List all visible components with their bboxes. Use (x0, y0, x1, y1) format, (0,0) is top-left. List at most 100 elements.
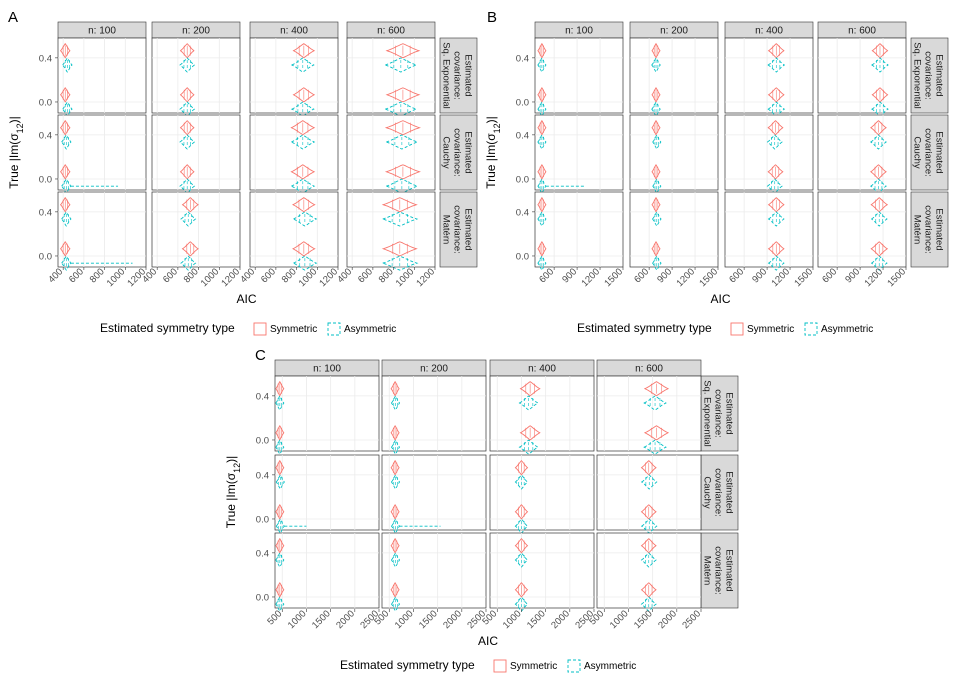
row-strip (439, 191, 478, 268)
violin-asymmetric (179, 178, 196, 194)
facet-cell (57, 37, 147, 117)
violin-asymmetric (643, 439, 667, 455)
y-tick-label: 0.4 (256, 548, 269, 559)
row-strip-label: covariance: (452, 51, 463, 100)
row-strip-label: covariance: (713, 546, 724, 595)
col-strip-label: n: 100 (313, 364, 341, 375)
y-tick-label: 0.4 (256, 391, 269, 402)
facet-cell (381, 532, 487, 612)
violin-asymmetric (290, 178, 316, 194)
legend: Estimated symmetry type Symmetric Asymmetr… (100, 321, 396, 336)
violin-asymmetric (290, 57, 315, 73)
y-tick-label: 0.4 (39, 130, 52, 141)
row-strip-label: covariance: (923, 205, 934, 254)
facet-cell (346, 191, 436, 271)
facet-cell (724, 37, 814, 117)
row-strip (700, 375, 739, 452)
facet-cell (489, 454, 595, 534)
x-axis-title: AIC (710, 292, 730, 306)
violin-asymmetric (652, 134, 662, 150)
facet-cell (817, 191, 907, 271)
violin-asymmetric (871, 57, 889, 73)
facet-background (346, 191, 436, 268)
y-tick-label: 0.0 (256, 435, 269, 446)
facet-background (151, 114, 241, 191)
y-tick-label: 0.0 (516, 97, 529, 108)
legend-key-asymmetric (567, 659, 581, 673)
violin-asymmetric (61, 211, 72, 227)
violin-asymmetric (640, 596, 657, 612)
row-strip-label: Sq. Exponential (702, 380, 713, 447)
y-tick-label: 0.0 (256, 592, 269, 603)
facet-cell (724, 114, 814, 194)
y-tick-label: 0.0 (39, 97, 52, 108)
violin-asymmetric (870, 134, 887, 150)
violin-asymmetric (651, 101, 661, 117)
facet-cell (534, 114, 624, 194)
col-strip-label: n: 200 (182, 26, 210, 37)
violin-asymmetric (537, 255, 547, 271)
facet-cell (249, 37, 339, 117)
violin-asymmetric (390, 395, 401, 411)
y-tick-label: 0.0 (516, 174, 529, 185)
x-axis-title: AIC (478, 634, 498, 648)
y-axis-title: True |Im(σ12)| (484, 116, 502, 189)
row-strip-label: Estimated (934, 131, 945, 173)
violin-asymmetric (537, 57, 547, 73)
violin-asymmetric (390, 474, 401, 490)
violin-asymmetric (275, 518, 285, 534)
row-strip-label: Estimated (463, 208, 474, 250)
violin-asymmetric (518, 395, 539, 411)
legend-label-asymmetric: Asymmetric (344, 324, 396, 335)
violin-asymmetric (275, 395, 285, 411)
violin-asymmetric (60, 255, 72, 271)
y-tick-label: 0.0 (516, 251, 529, 262)
row-strip-label: Estimated (724, 392, 735, 434)
facet-cell (534, 37, 624, 117)
violin-asymmetric (514, 596, 529, 612)
row-strip-label: covariance: (923, 128, 934, 177)
col-strip-label: n: 400 (280, 26, 308, 37)
y-tick-label: 0.4 (256, 470, 269, 481)
violin-asymmetric (871, 101, 889, 117)
facet-cell (151, 114, 241, 194)
row-strip (700, 532, 739, 609)
facet-background (151, 191, 241, 268)
y-tick-label: 0.4 (516, 207, 529, 218)
violin-asymmetric (537, 101, 547, 117)
facet-background (817, 37, 907, 114)
violin-asymmetric (640, 474, 658, 490)
violin-asymmetric (384, 178, 419, 194)
violin-asymmetric (640, 552, 657, 568)
facet-background (629, 191, 719, 268)
violin-asymmetric (290, 101, 315, 117)
col-strip-label: n: 100 (88, 26, 116, 37)
facet-background (151, 37, 241, 114)
facet-background (534, 37, 624, 114)
y-tick-label: 0.4 (39, 53, 52, 64)
row-strip-label: covariance: (713, 389, 724, 438)
violin-asymmetric (381, 255, 419, 271)
row-strip-label: Cauchy (702, 476, 713, 508)
y-tick-label: 0.0 (256, 514, 269, 525)
facet-cell (249, 114, 339, 194)
violin-asymmetric (180, 255, 197, 271)
facet-cell (346, 37, 436, 117)
facet-background (57, 37, 147, 114)
violin-asymmetric (870, 255, 888, 271)
row-strip-label: Estimated (934, 54, 945, 96)
legend: Estimated symmetry type Symmetric Asymmetr… (340, 658, 636, 673)
row-strip-label: Estimated (463, 54, 474, 96)
row-strip-label: covariance: (452, 205, 463, 254)
col-strip-label: n: 400 (755, 26, 783, 37)
facet-cell (381, 375, 487, 455)
violin-asymmetric (180, 211, 197, 227)
facet-background (629, 114, 719, 191)
violin-asymmetric (518, 439, 539, 455)
facet-background (534, 114, 624, 191)
legend-key-symmetric (493, 659, 507, 673)
